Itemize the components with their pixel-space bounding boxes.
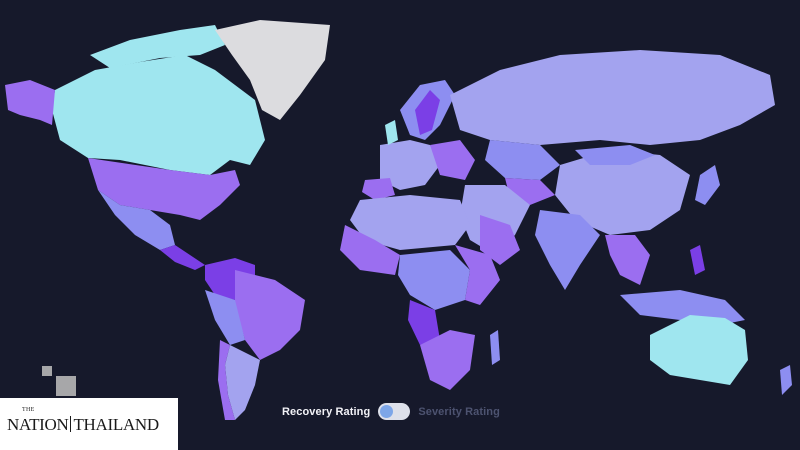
watermark-logo-squares	[42, 366, 76, 400]
new-zealand-region[interactable]	[780, 365, 792, 395]
chile-region[interactable]	[218, 340, 235, 420]
west-africa-region[interactable]	[340, 225, 400, 275]
watermark-brand-right: THAILAND	[73, 415, 159, 434]
watermark-brand: NATION THAILAND	[7, 415, 159, 435]
rating-toggle: Recovery Rating Severity Rating	[282, 403, 500, 420]
southern-africa-region[interactable]	[420, 330, 475, 390]
russia-region[interactable]	[450, 50, 775, 145]
switch-knob[interactable]	[380, 405, 394, 418]
india-region[interactable]	[535, 210, 600, 290]
arabian-peninsula-region[interactable]	[480, 215, 520, 265]
greenland-region[interactable]	[215, 20, 330, 120]
central-africa-region[interactable]	[398, 250, 470, 310]
japan-region[interactable]	[695, 165, 720, 205]
argentina-region[interactable]	[225, 345, 260, 420]
southeast-asia-region[interactable]	[605, 235, 650, 285]
east-africa-region[interactable]	[455, 245, 500, 305]
uk-region[interactable]	[385, 120, 398, 145]
sweden-region[interactable]	[415, 90, 440, 135]
alaska-region[interactable]	[5, 80, 55, 125]
watermark-brand-left: NATION	[7, 415, 69, 434]
philippines-region[interactable]	[690, 245, 705, 275]
mongolia-region[interactable]	[575, 145, 655, 165]
eastern-europe-region[interactable]	[430, 140, 475, 180]
north-africa-region[interactable]	[350, 195, 470, 250]
mexico-region[interactable]	[98, 190, 175, 250]
severity-rating-label[interactable]: Severity Rating	[418, 405, 500, 418]
recovery-rating-label[interactable]: Recovery Rating	[282, 405, 371, 418]
peru-bolivia-region[interactable]	[205, 290, 245, 345]
indonesia-region[interactable]	[620, 290, 745, 325]
usa-region[interactable]	[88, 158, 240, 220]
madagascar-region[interactable]	[490, 330, 500, 365]
central-america-region[interactable]	[160, 245, 205, 270]
brazil-region[interactable]	[235, 270, 305, 360]
rating-switch[interactable]	[378, 403, 411, 420]
australia-region[interactable]	[650, 315, 748, 385]
iberia-region[interactable]	[362, 178, 395, 200]
canada-region[interactable]	[52, 55, 265, 175]
western-europe-region[interactable]	[380, 140, 440, 190]
watermark-the: THE	[22, 407, 35, 413]
kazakhstan-region[interactable]	[485, 140, 560, 180]
watermark-background	[0, 398, 178, 450]
canadian-arctic-islands[interactable]	[90, 25, 225, 68]
china-region[interactable]	[555, 150, 690, 235]
congo-angola-region[interactable]	[408, 300, 440, 345]
